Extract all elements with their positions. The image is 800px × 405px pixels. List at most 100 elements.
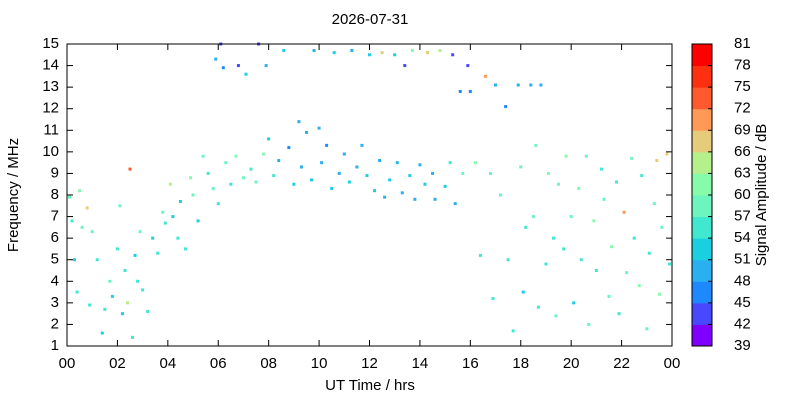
- data-point: [592, 219, 596, 223]
- data-point: [577, 187, 581, 191]
- data-point: [494, 83, 498, 87]
- x-tick-label: 22: [613, 355, 630, 372]
- data-point: [264, 64, 268, 68]
- data-point: [151, 236, 155, 240]
- data-point: [645, 327, 649, 331]
- y-tick-label: 10: [42, 143, 59, 160]
- colorbar-band: [692, 238, 712, 261]
- colorbar-tick-label: 69: [734, 121, 751, 138]
- x-tick-label: 04: [159, 355, 176, 372]
- y-tick-label: 9: [51, 164, 59, 181]
- data-point: [138, 230, 142, 234]
- data-point: [178, 199, 182, 203]
- data-point: [201, 154, 205, 158]
- data-point: [400, 191, 404, 195]
- colorbar-band: [692, 65, 712, 88]
- data-point: [569, 215, 573, 219]
- data-point: [630, 156, 634, 160]
- data-point: [524, 225, 528, 229]
- data-point: [632, 236, 636, 240]
- data-point: [637, 284, 641, 288]
- data-point: [511, 329, 515, 333]
- data-point: [325, 143, 329, 147]
- colorbar-band: [692, 281, 712, 304]
- data-point: [161, 210, 165, 214]
- data-point: [206, 171, 210, 175]
- colorbar-band: [692, 44, 712, 67]
- data-point: [529, 83, 533, 87]
- data-point: [123, 269, 127, 272]
- data-point: [552, 236, 556, 240]
- data-point: [438, 48, 442, 52]
- data-point: [413, 197, 417, 201]
- y-tick-label: 13: [42, 78, 59, 95]
- colorbar-tick-label: 39: [734, 337, 751, 354]
- colorbar-band: [692, 151, 712, 174]
- data-point: [443, 184, 447, 188]
- data-point: [168, 182, 172, 186]
- data-point: [521, 290, 525, 294]
- plot-frame: [66, 43, 673, 347]
- data-point: [110, 294, 114, 298]
- data-point: [665, 152, 669, 156]
- colorbar-tick-label: 60: [734, 186, 751, 203]
- data-point: [640, 174, 644, 178]
- data-point: [320, 161, 324, 165]
- data-point: [617, 312, 621, 316]
- data-point: [453, 202, 457, 206]
- colorbar-tick-label: 45: [734, 294, 751, 311]
- data-point: [176, 236, 180, 240]
- x-tick-label: 00: [59, 355, 76, 372]
- data-point: [171, 215, 175, 219]
- data-point: [602, 197, 606, 201]
- x-tick-label: 02: [109, 355, 126, 372]
- data-point: [564, 154, 568, 158]
- data-point: [355, 165, 359, 169]
- data-point: [156, 251, 160, 255]
- data-point: [572, 301, 576, 305]
- data-point: [221, 66, 225, 70]
- x-tick-label: 08: [260, 355, 277, 372]
- data-point: [667, 262, 671, 266]
- data-point: [393, 53, 397, 57]
- y-tick-label: 2: [51, 315, 59, 332]
- data-point: [368, 53, 371, 57]
- data-point: [244, 72, 248, 76]
- data-point: [330, 187, 334, 191]
- data-point: [68, 195, 72, 199]
- colorbar-tick-label: 78: [734, 57, 751, 74]
- x-tick-label: 00: [664, 355, 681, 372]
- data-point: [189, 176, 193, 180]
- colorbar-band: [692, 173, 712, 196]
- data-point: [277, 158, 281, 162]
- data-point: [451, 53, 455, 57]
- colorbar-tick-label: 63: [734, 164, 751, 181]
- data-point: [347, 180, 351, 184]
- data-point: [625, 271, 629, 275]
- data-point: [539, 83, 543, 87]
- data-point: [214, 57, 218, 61]
- colorbar-tick-label: 54: [734, 229, 751, 246]
- data-point: [146, 309, 150, 313]
- colorbar-band: [692, 87, 712, 110]
- data-point: [388, 178, 392, 182]
- data-point: [100, 331, 104, 335]
- colorbar-band: [692, 130, 712, 153]
- data-point: [615, 180, 619, 184]
- data-point: [196, 219, 200, 223]
- y-tick-label: 15: [42, 35, 59, 52]
- data-point: [78, 189, 82, 193]
- data-point: [304, 130, 308, 134]
- data-point: [403, 64, 407, 68]
- data-point: [299, 165, 303, 169]
- colorbar-tick-label: 51: [734, 251, 751, 268]
- data-point: [557, 182, 561, 186]
- colorbar-label: Signal Amplitude / dB: [753, 124, 770, 267]
- colorbar-band: [692, 259, 712, 282]
- data-point: [133, 253, 137, 257]
- data-point: [216, 202, 220, 206]
- data-point: [108, 279, 112, 283]
- x-tick-label: 06: [210, 355, 227, 372]
- data-point: [473, 161, 477, 165]
